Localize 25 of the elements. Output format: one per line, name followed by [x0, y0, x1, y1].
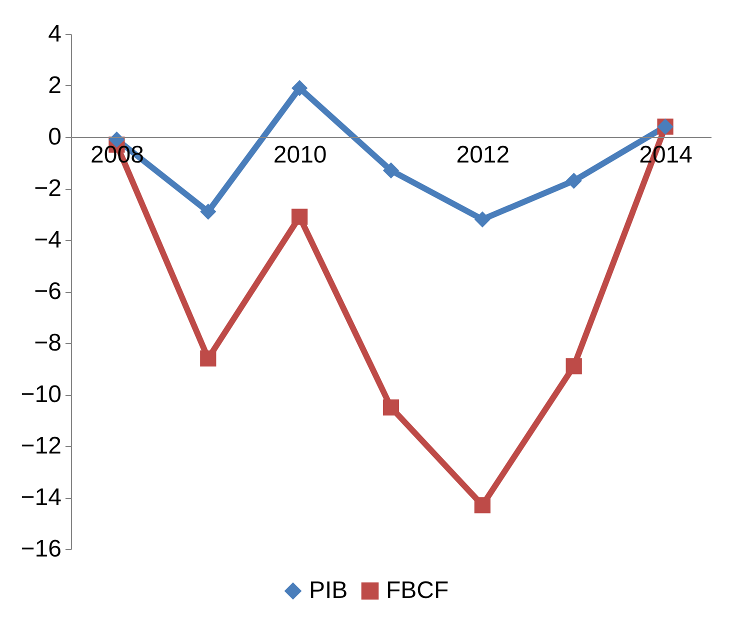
- x-tick-label: 2010: [273, 142, 327, 168]
- y-tick-label: −2: [34, 175, 62, 202]
- x-tick-label: 2012: [456, 142, 510, 168]
- point: [382, 399, 400, 416]
- y-tick-label: −14: [20, 484, 62, 511]
- point: [566, 172, 582, 189]
- point: [200, 350, 216, 367]
- point: [474, 497, 490, 514]
- y-tick-label: −12: [20, 432, 62, 460]
- point: [292, 208, 308, 225]
- point: [200, 204, 216, 220]
- point: [382, 162, 400, 179]
- y-tick-label: −6: [34, 278, 62, 305]
- point: [566, 358, 582, 374]
- legend-label: FBCF: [386, 577, 449, 604]
- y-tick-label: −16: [20, 536, 62, 562]
- y-tick-label: 2: [48, 72, 62, 99]
- legend-label: PIB: [309, 577, 348, 604]
- y-tick-label: 0: [48, 124, 62, 150]
- point: [474, 211, 490, 228]
- y-tick-label: 4: [48, 20, 62, 48]
- y-tick-label: −4: [34, 226, 62, 254]
- y-tick-label: −8: [34, 330, 62, 356]
- point: [292, 80, 308, 96]
- y-tick-label: −10: [20, 381, 62, 408]
